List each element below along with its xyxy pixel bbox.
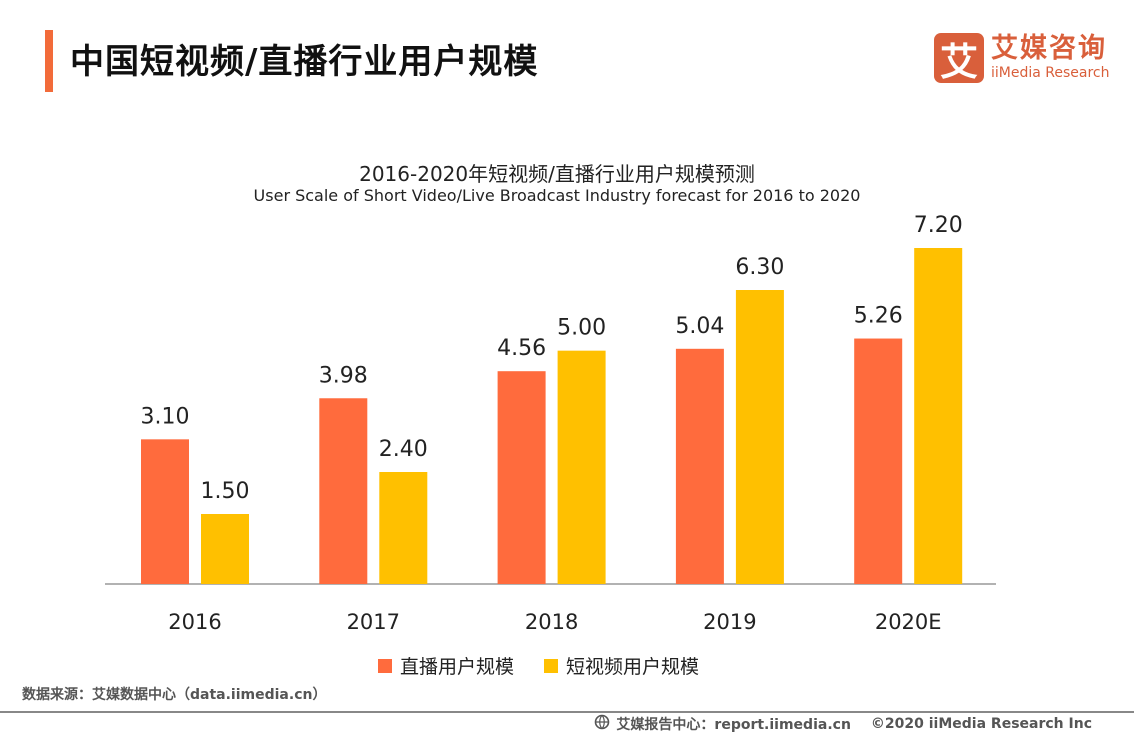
data-label: 6.30 — [735, 255, 784, 280]
chart-subtitle: User Scale of Short Video/Live Broadcast… — [253, 186, 861, 205]
legend-label-short-video: 短视频用户规模 — [566, 656, 700, 678]
bar-2017-short-video — [379, 472, 428, 584]
chart-title: 2016-2020年短视频/直播行业用户规模预测 — [359, 162, 755, 186]
x-tick-label: 2016 — [168, 610, 221, 634]
bar-2019-live — [675, 348, 724, 584]
data-source: 数据来源：艾媒数据中心（data.iimedia.cn） — [22, 687, 327, 703]
legend-swatch-short-video — [544, 658, 559, 673]
data-label: 3.10 — [141, 404, 190, 429]
bar-2016-short-video — [201, 514, 249, 584]
x-tick-label: 2018 — [525, 610, 578, 634]
page-title: 中国短视频/直播行业用户规模 — [70, 42, 539, 82]
logo-mark: 艾 — [934, 33, 984, 84]
bar-2018-short-video — [557, 350, 606, 584]
data-label: 5.00 — [557, 316, 606, 341]
data-label: 4.56 — [497, 336, 546, 361]
x-tick-label: 2017 — [347, 610, 400, 634]
legend-item-live: 直播用户规模 — [378, 652, 514, 679]
bar-2016-live — [141, 439, 189, 584]
legend-swatch-live — [378, 658, 392, 673]
data-label: 7.20 — [914, 213, 963, 238]
logo: 艾 艾媒咨询 iiMedia Research — [934, 33, 1110, 84]
footer-divider — [0, 711, 1134, 713]
data-label: 1.50 — [201, 479, 250, 504]
bar-2020E-short-video — [914, 248, 963, 584]
footer: 艾媒报告中心：report.iimedia.cn ©2020 iiMedia R… — [594, 714, 1092, 734]
data-label: 3.98 — [319, 363, 368, 388]
bar-2019-short-video — [735, 290, 784, 584]
logo-cn: 艾媒咨询 — [991, 33, 1107, 64]
bar-2018-live — [497, 371, 546, 584]
copyright: ©2020 iiMedia Research Inc — [870, 716, 1092, 732]
x-tick-label: 2019 — [703, 610, 756, 634]
globe-icon — [594, 714, 610, 734]
legend-item-short-video: 短视频用户规模 — [544, 652, 699, 679]
data-label: 5.26 — [854, 304, 903, 329]
x-tick-label: 2020E — [875, 610, 942, 634]
report-center-link[interactable]: 艾媒报告中心：report.iimedia.cn — [616, 717, 851, 733]
logo-en: iiMedia Research — [991, 65, 1110, 81]
legend-label-live: 直播用户规模 — [400, 656, 515, 678]
title-accent-bar — [45, 30, 53, 92]
data-label: 2.40 — [379, 437, 428, 462]
data-label: 5.04 — [675, 314, 724, 339]
bar-2020E-live — [854, 338, 903, 584]
legend: 直播用户规模 短视频用户规模 — [378, 652, 729, 679]
bar-2017-live — [319, 398, 368, 584]
